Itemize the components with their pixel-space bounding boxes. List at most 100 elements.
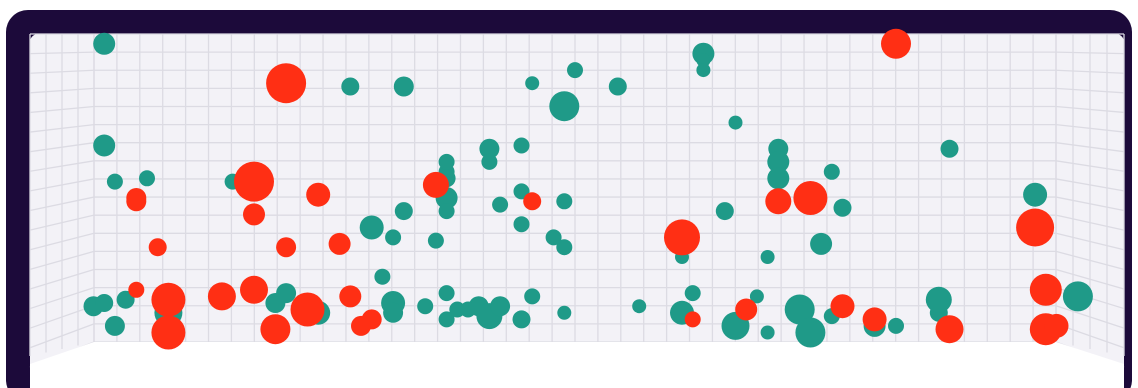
grid-line-side xyxy=(1055,196,1125,212)
grid-line-side xyxy=(29,305,95,329)
grid-line-side xyxy=(29,178,95,192)
grid-line-side xyxy=(1055,123,1125,133)
teal-data-point xyxy=(116,290,135,309)
teal-data-point xyxy=(823,163,840,180)
grid-line-side xyxy=(1055,305,1125,329)
teal-data-point xyxy=(394,202,413,221)
teal-data-point xyxy=(276,283,297,304)
teal-data-point xyxy=(925,286,952,313)
red-data-point xyxy=(422,171,449,198)
teal-data-point xyxy=(512,310,531,329)
grid-line-side xyxy=(29,287,95,310)
teal-data-point xyxy=(567,62,583,79)
teal-data-point xyxy=(139,170,155,187)
grid-line-side xyxy=(1055,69,1125,74)
red-data-point xyxy=(862,307,887,332)
grid-line-side xyxy=(1055,250,1125,270)
teal-data-point xyxy=(513,216,530,233)
teal-data-point xyxy=(940,139,959,158)
red-data-point xyxy=(151,282,186,317)
grid-line-side xyxy=(29,268,95,290)
teal-data-point xyxy=(481,153,498,170)
red-data-point xyxy=(664,219,700,256)
red-data-point xyxy=(793,181,828,215)
data-points xyxy=(83,28,1093,350)
red-data-point xyxy=(207,282,236,311)
grid-line-side xyxy=(1055,51,1125,55)
grid-line-side xyxy=(29,323,95,349)
grid-line-side xyxy=(1055,160,1125,172)
teal-data-point xyxy=(525,76,540,91)
teal-data-point xyxy=(374,268,391,285)
teal-data-point xyxy=(632,299,647,314)
teal-data-point xyxy=(359,215,384,240)
red-data-point xyxy=(881,28,911,59)
floor xyxy=(30,342,1124,388)
teal-data-point xyxy=(684,285,701,302)
teal-data-point xyxy=(479,138,500,159)
teal-data-point xyxy=(696,53,711,68)
red-data-point xyxy=(935,315,964,344)
grid-line-side xyxy=(29,51,95,55)
teal-data-point xyxy=(810,232,833,255)
teal-data-point xyxy=(438,311,455,328)
teal-data-point xyxy=(438,153,455,170)
teal-data-point xyxy=(95,294,114,312)
red-data-point xyxy=(126,191,147,212)
grid-line-side xyxy=(29,160,95,172)
teal-data-point xyxy=(341,77,360,96)
red-data-point xyxy=(276,237,297,258)
red-data-point xyxy=(290,292,325,327)
grid-line-side xyxy=(29,214,95,231)
grid-line-side xyxy=(1055,87,1125,94)
red-data-point xyxy=(1044,313,1069,338)
teal-data-point xyxy=(104,315,125,336)
red-data-point xyxy=(243,203,265,226)
grid-line-side xyxy=(29,87,95,94)
teal-data-point xyxy=(760,250,775,264)
teal-data-point xyxy=(1062,281,1093,312)
red-data-point xyxy=(234,161,274,202)
grid-line-side xyxy=(29,105,95,114)
teal-data-point xyxy=(608,77,627,96)
teal-data-point xyxy=(438,203,455,220)
teal-data-point xyxy=(1023,182,1048,207)
teal-data-point xyxy=(545,229,562,246)
red-data-point xyxy=(306,182,331,207)
floor-plane xyxy=(30,342,1124,388)
grid-line-side xyxy=(1055,232,1125,251)
teal-data-point xyxy=(715,202,734,221)
grid-line-side xyxy=(29,69,95,74)
teal-data-point xyxy=(438,285,455,302)
grid-line-side xyxy=(29,196,95,212)
teal-data-point xyxy=(393,76,414,97)
red-data-point xyxy=(151,315,186,350)
red-data-point xyxy=(351,315,371,336)
teal-data-point xyxy=(749,289,764,304)
grid-line-side xyxy=(29,142,95,153)
grid-line-side xyxy=(1055,142,1125,153)
teal-data-point xyxy=(524,288,541,305)
grid-line-side xyxy=(1055,268,1125,290)
red-data-point xyxy=(240,275,268,304)
teal-data-point xyxy=(513,137,530,154)
teal-data-point xyxy=(767,150,790,173)
grid-line-side xyxy=(1055,178,1125,192)
red-data-point xyxy=(765,188,792,215)
teal-data-point xyxy=(556,193,573,210)
red-data-point xyxy=(735,298,758,321)
teal-data-point xyxy=(93,134,116,157)
grid-line-side xyxy=(29,250,95,270)
teal-data-point xyxy=(795,317,826,348)
red-data-point xyxy=(1029,273,1062,306)
teal-data-point xyxy=(383,302,404,323)
red-data-point xyxy=(684,311,701,328)
red-data-point xyxy=(1016,208,1055,247)
red-data-point xyxy=(260,314,291,345)
red-data-point xyxy=(266,63,307,104)
teal-data-point xyxy=(490,296,511,317)
red-data-point xyxy=(523,192,542,211)
teal-data-point xyxy=(93,32,116,55)
teal-data-point xyxy=(492,196,509,213)
